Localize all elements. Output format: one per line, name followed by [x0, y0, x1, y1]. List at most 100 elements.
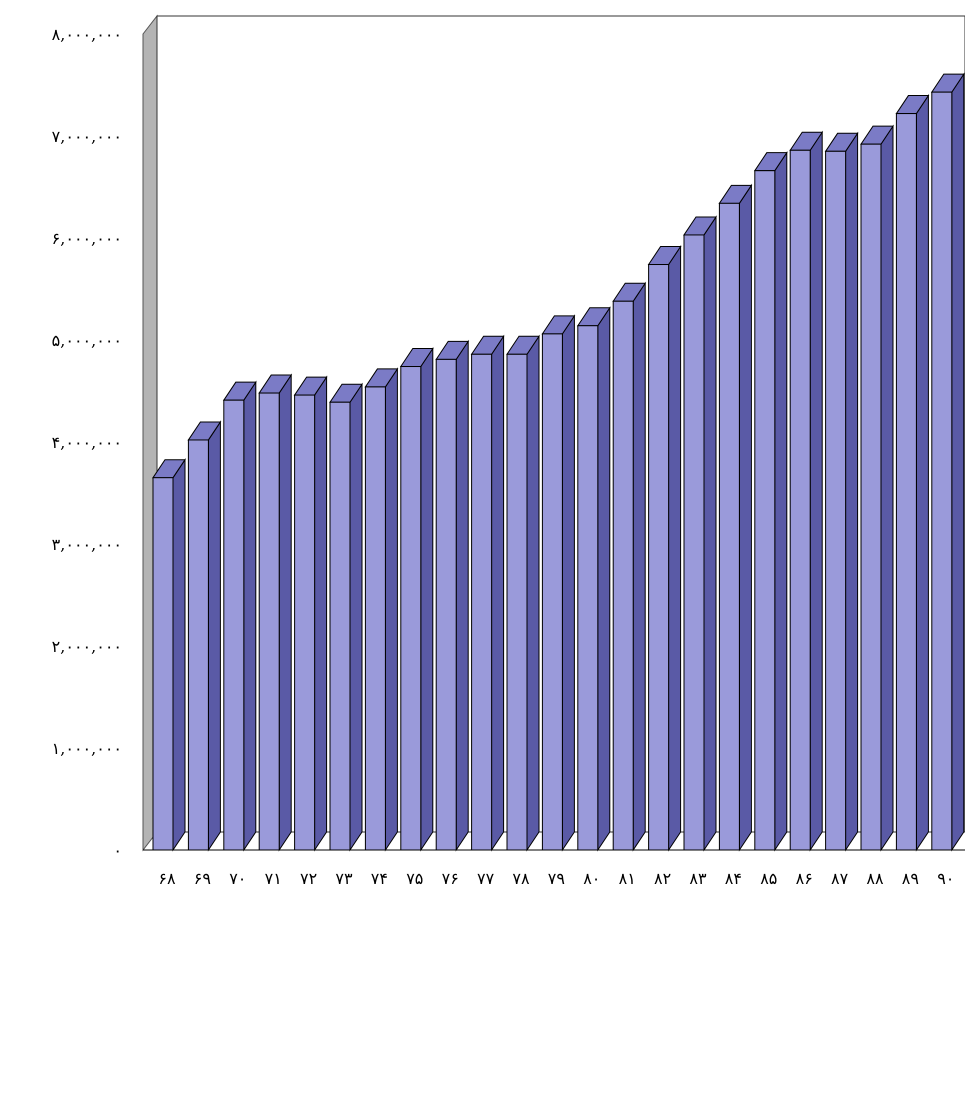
bar-series	[152, 72, 965, 852]
y-tick-label: ۰	[113, 841, 122, 860]
bar-front-face	[506, 353, 528, 851]
x-tick-label: ۸۵	[760, 869, 777, 888]
bar-side-face	[455, 339, 469, 852]
y-tick-label: ۴,۰۰۰,۰۰۰	[52, 433, 122, 452]
bar-side-face	[703, 215, 717, 852]
x-tick-label: ۷۱	[265, 869, 282, 888]
x-tick-label: ۷۶	[442, 869, 459, 888]
x-tick-label: ۷۸	[512, 869, 530, 888]
bar-side-face	[774, 151, 788, 852]
y-tick-label: ۶,۰۰۰,۰۰۰	[52, 229, 122, 248]
x-tick-label: ۶۸	[158, 869, 176, 888]
bar-side-face	[278, 373, 292, 852]
y-tick-label: ۲,۰۰۰,۰۰۰	[52, 637, 122, 656]
x-tick-label: ۸۷	[831, 869, 849, 888]
bar-front-face	[895, 113, 917, 851]
x-tick-label: ۷۴	[371, 869, 388, 888]
y-tick-label: ۷,۰۰۰,۰۰۰	[52, 127, 122, 146]
bar	[541, 314, 576, 852]
bar-side-face	[526, 334, 540, 852]
y-tick-label: ۳,۰۰۰,۰۰۰	[52, 535, 122, 554]
x-tick-label: ۸۹	[902, 869, 919, 888]
bar-side-face	[738, 183, 752, 852]
bar	[293, 375, 328, 852]
x-tick-label: ۸۲	[654, 869, 671, 888]
bar-front-face	[754, 170, 776, 851]
bar-front-face	[541, 333, 563, 851]
bar-side-face	[845, 131, 859, 852]
bar-front-face	[825, 150, 847, 851]
x-tick-label: ۷۷	[477, 869, 495, 888]
bar	[930, 72, 965, 852]
bar-side-face	[491, 334, 505, 852]
bar-front-face	[789, 149, 811, 851]
bar-side-face	[880, 124, 894, 852]
x-tick-label: ۸۶	[796, 869, 813, 888]
bar	[576, 306, 611, 852]
y-axis-tick-labels: ۰ ۱,۰۰۰,۰۰۰ ۲,۰۰۰,۰۰۰ ۳,۰۰۰,۰۰۰ ۴,۰۰۰,۰۰۰ ۵,۰…	[52, 25, 122, 860]
bar-front-face	[718, 202, 740, 851]
bar-front-face	[400, 366, 422, 851]
x-tick-label: ۷۲	[300, 869, 317, 888]
bar	[753, 151, 788, 852]
bar	[789, 130, 824, 852]
bar-front-face	[187, 439, 209, 851]
x-tick-label: ۸۱	[619, 869, 636, 888]
bar-front-face	[294, 394, 316, 851]
x-tick-label: ۷۳	[335, 869, 353, 888]
bar-front-face	[577, 325, 599, 851]
bar	[364, 367, 399, 852]
bar-front-face	[223, 399, 245, 851]
x-axis-tick-labels: ۶۸ ۶۹ ۷۰ ۷۱ ۷۲ ۷۳ ۷۴ ۷۵ ۷۶ ۷۷ ۷۸ ۷۹ ۸۰ ۸۱ ۸۲ ۸۳ ۸۴ ۸۵ ۸۶ ۸۷…	[158, 869, 954, 888]
x-tick-label: ۷۹	[548, 869, 565, 888]
y-tick-label: ۸,۰۰۰,۰۰۰	[52, 25, 122, 44]
bar-front-face	[258, 392, 280, 851]
bar	[860, 124, 894, 852]
bar-side-face	[349, 382, 363, 852]
bar	[647, 244, 682, 852]
x-tick-label: ۷۰	[229, 869, 246, 888]
bar	[222, 380, 257, 852]
bar-side-face	[668, 244, 682, 852]
bar-front-face	[152, 477, 174, 851]
bar-front-face	[471, 353, 493, 851]
x-tick-label: ۸۳	[689, 869, 707, 888]
bar	[718, 183, 753, 852]
bar-front-face	[329, 401, 351, 851]
bar	[329, 382, 363, 852]
y-tick-label: ۵,۰۰۰,۰۰۰	[52, 331, 122, 350]
bar-front-face	[931, 91, 953, 851]
bar-side-face	[951, 72, 965, 852]
x-tick-label: ۸۴	[725, 869, 742, 888]
bar-side-face	[420, 346, 434, 852]
bar-front-face	[435, 358, 457, 851]
bar	[506, 334, 540, 852]
bar-front-face	[612, 300, 634, 851]
bar-front-face	[364, 386, 386, 851]
bar	[435, 339, 470, 852]
bar-side-face	[597, 306, 611, 852]
bar-front-face	[860, 143, 882, 851]
y-tick-label: ۱,۰۰۰,۰۰۰	[52, 739, 122, 758]
bar-front-face	[648, 264, 670, 851]
bar	[683, 215, 717, 852]
bar	[399, 346, 434, 852]
bar-side-face	[915, 93, 929, 852]
bar-side-face	[809, 130, 823, 852]
bar-front-face	[683, 234, 705, 851]
bar-side-face	[384, 367, 398, 852]
x-tick-label: ۷۵	[406, 869, 423, 888]
x-tick-label: ۹۰	[937, 869, 954, 888]
bar-side-face	[207, 420, 221, 852]
bar	[612, 281, 647, 852]
bar-side-face	[632, 281, 646, 852]
bar-side-face	[561, 314, 575, 852]
bar	[258, 373, 293, 852]
bar	[470, 334, 505, 852]
bar	[187, 420, 222, 852]
bar-side-face	[314, 375, 328, 852]
x-tick-label: ۸۰	[583, 869, 600, 888]
bar	[824, 131, 859, 852]
x-tick-label: ۸۸	[866, 869, 884, 888]
